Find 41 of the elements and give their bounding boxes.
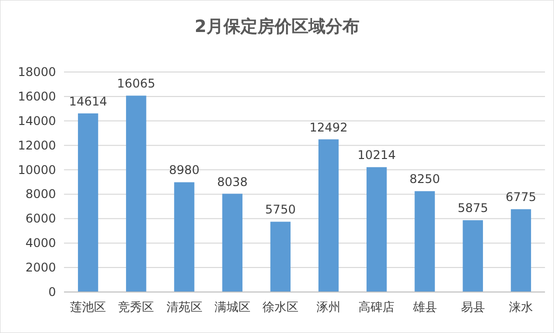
data-label: 5875 [458, 201, 488, 216]
data-label: 16065 [117, 76, 156, 91]
data-label: 10214 [358, 148, 396, 162]
bar [78, 113, 98, 292]
y-tick-label: 4000 [25, 236, 56, 250]
y-tick-label: 0 [48, 285, 56, 299]
bar [462, 220, 483, 292]
x-tick-label: 竞秀区 [118, 300, 154, 314]
y-tick-label: 2000 [25, 260, 56, 275]
x-tick-label: 高碑店 [358, 300, 395, 314]
data-label: 8980 [168, 163, 200, 178]
data-label: 8038 [217, 174, 248, 189]
y-tick-label: 12000 [18, 138, 56, 152]
bar [222, 194, 242, 292]
y-tick-label: 10000 [18, 162, 56, 177]
data-label: 14614 [68, 94, 108, 108]
x-tick-label: 满城区 [214, 300, 250, 314]
x-tick-label: 徐水区 [262, 300, 298, 314]
x-tick-label: 清苑区 [166, 300, 202, 314]
bar [126, 96, 146, 292]
data-label: 6775 [506, 190, 536, 204]
data-label: 5750 [265, 202, 296, 217]
data-label: 8250 [409, 172, 440, 186]
y-tick-label: 16000 [18, 89, 56, 104]
bar [318, 139, 339, 292]
y-tick-label: 18000 [18, 65, 56, 79]
y-tick-label: 8000 [25, 187, 56, 202]
x-tick-label: 莲池区 [70, 300, 106, 314]
bar [366, 167, 387, 292]
bar [174, 182, 194, 292]
bar [270, 222, 291, 292]
x-tick-label: 雄县 [412, 300, 437, 314]
bar [510, 209, 532, 292]
x-tick-label: 涿州 [316, 300, 341, 314]
x-tick-label: 易县 [460, 300, 485, 314]
y-tick-label: 6000 [25, 212, 56, 226]
data-label: 12492 [309, 120, 348, 134]
x-tick-label: 涞水 [508, 300, 533, 314]
y-tick-label: 14000 [18, 114, 56, 128]
chart-title: 2月保定房价区域分布 [194, 17, 360, 37]
bar [414, 191, 435, 292]
